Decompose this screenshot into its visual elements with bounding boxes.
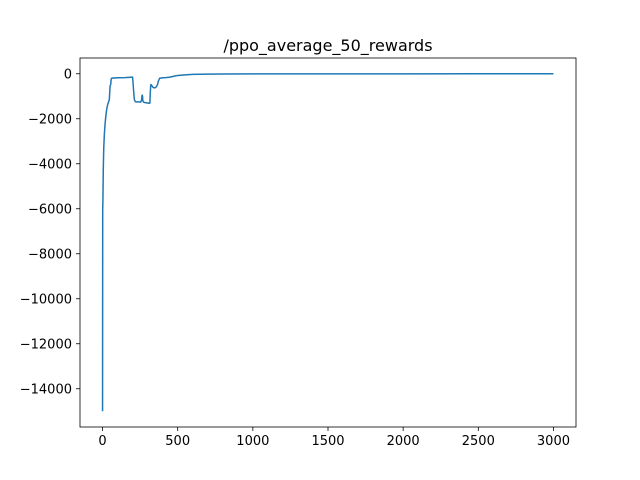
x-tick-label: 1500 bbox=[311, 434, 344, 449]
series-layer bbox=[101, 73, 554, 412]
chart-title: /ppo_average_50_rewards bbox=[223, 36, 432, 56]
series-line-0 bbox=[101, 73, 554, 412]
y-tick-label: −8000 bbox=[28, 247, 72, 262]
x-axis: 0 500 1000 1500 2000 2500 3000 bbox=[98, 427, 570, 449]
x-tick-label: 0 bbox=[98, 434, 106, 449]
y-tick-label: −14000 bbox=[20, 382, 72, 397]
axes-frame bbox=[79, 57, 577, 428]
y-tick-label: 0 bbox=[64, 67, 72, 82]
x-tick-label: 500 bbox=[165, 434, 190, 449]
x-tick-label: 2000 bbox=[387, 434, 420, 449]
y-tick-label: −10000 bbox=[20, 292, 72, 307]
x-tick-label: 2500 bbox=[462, 434, 495, 449]
y-tick-label: −12000 bbox=[20, 337, 72, 352]
x-tick-label: 3000 bbox=[537, 434, 570, 449]
y-tick-label: −4000 bbox=[28, 157, 72, 172]
x-tick-label: 1000 bbox=[236, 434, 269, 449]
y-tick-label: −2000 bbox=[28, 112, 72, 127]
y-axis: 0 −2000 −4000 −6000 −8000 −10000 −12000 −14000 bbox=[20, 67, 80, 397]
y-tick-label: −6000 bbox=[28, 202, 72, 217]
